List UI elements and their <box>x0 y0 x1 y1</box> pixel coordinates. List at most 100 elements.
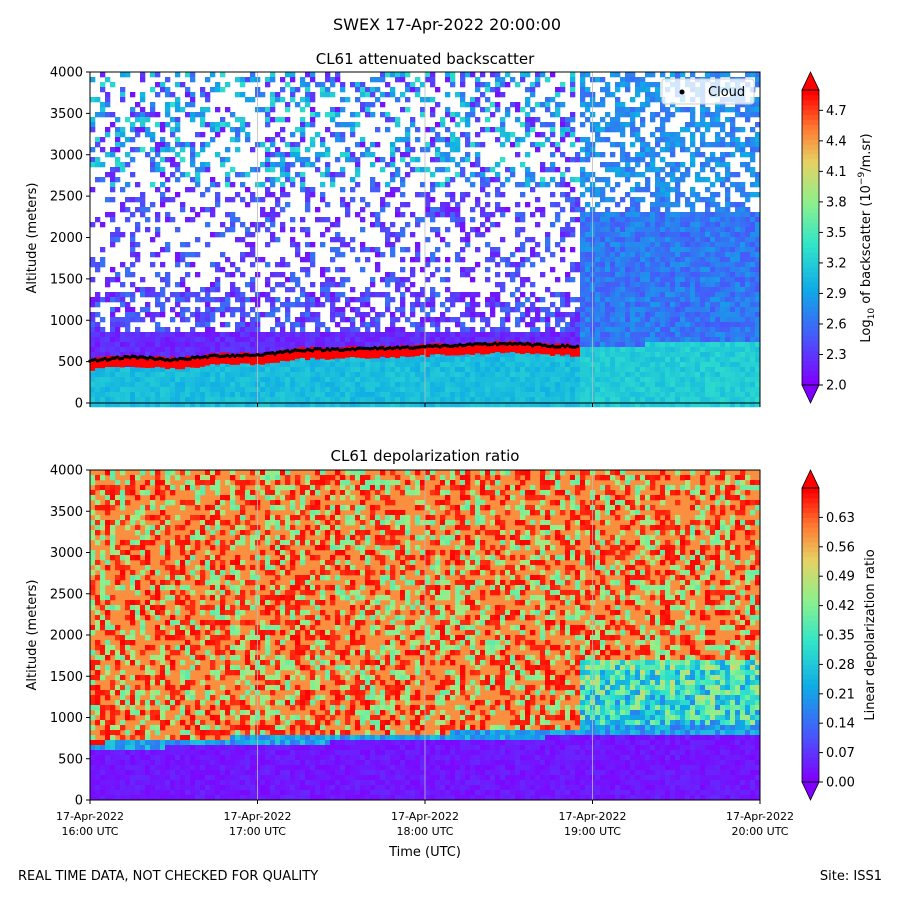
cloud-base-point <box>295 348 300 353</box>
cloud-base-point <box>400 345 405 350</box>
cloud-base-point <box>530 344 535 348</box>
legend-cloud-marker <box>679 89 685 95</box>
y-tick-label: 2500 <box>50 587 83 602</box>
depolarization-heatmap <box>90 470 761 801</box>
cloud-base-point <box>328 348 332 352</box>
cloud-base-point <box>563 345 567 349</box>
cloud-base-point <box>235 353 240 358</box>
depolarization-ylabel: Altitude (meters) <box>25 580 40 691</box>
suptitle: SWEX 17-Apr-2022 20:00:00 <box>333 15 561 34</box>
cloud-base-point <box>123 354 127 359</box>
cloud-base-point <box>205 355 210 360</box>
colorbar-tick-label: 4.7 <box>826 104 847 119</box>
cloud-base-point <box>318 346 322 351</box>
y-tick-label: 3000 <box>50 546 83 561</box>
backscatter-ylabel: Altitude (meters) <box>25 183 40 294</box>
cloud-base-point <box>265 351 270 356</box>
colorbar-extend-min <box>801 384 820 404</box>
cb-label-log: Log <box>859 319 874 342</box>
backscatter-colorbar-label: Log10 of backscatter (10−9/m.sr) <box>857 133 877 342</box>
cloud-base-point <box>408 346 412 350</box>
backscatter-heatmap <box>90 72 761 408</box>
cloud-base-point <box>163 358 167 362</box>
cloud-base-point <box>488 343 492 347</box>
cloud-base-point <box>378 346 382 350</box>
site-label: Site: ISS1 <box>819 869 882 884</box>
cloud-base-point <box>343 347 347 352</box>
y-tick-label: 1000 <box>50 314 83 329</box>
cloud-base-point <box>248 353 252 358</box>
backscatter-colorbar-gradient <box>801 71 820 404</box>
x-tick-time: 18:00 UTC <box>396 825 453 838</box>
cloud-base-point <box>345 347 350 352</box>
cloud-base-point <box>285 349 290 353</box>
cloud-base-point <box>238 353 242 358</box>
depolarization-colorbar-label: Linear depolarization ratio <box>863 549 878 720</box>
cloud-base-point <box>513 341 517 346</box>
cloud-base-point <box>333 347 337 352</box>
y-tick-label: 500 <box>58 752 83 767</box>
depolarization-colorbar: 0.00 0.07 0.14 0.21 0.28 0.35 0.42 0.49 0.56 0.63… <box>801 469 878 801</box>
colorbar-tick-label: 0.00 <box>826 776 855 791</box>
cloud-base-point <box>380 346 385 350</box>
x-tick-date: 17-Apr-2022 <box>391 810 459 823</box>
cloud-base-point <box>473 342 477 346</box>
colorbar-extend-max <box>801 71 820 91</box>
legend-box <box>661 78 755 105</box>
cloud-base-point <box>153 357 157 362</box>
cloud-base-point <box>540 343 545 348</box>
time-xlabel: Time (UTC) <box>388 845 461 860</box>
cb-label-end: /m.sr) <box>859 133 874 171</box>
depolarization-title: CL61 depolarization ratio <box>331 447 520 465</box>
x-tick-date: 17-Apr-2022 <box>223 810 291 823</box>
colorbar-tick-label: 0.56 <box>826 540 855 555</box>
cloud-base-point <box>210 353 215 358</box>
colorbar-tick-label: 4.1 <box>826 165 847 180</box>
cloud-base-point <box>138 355 142 359</box>
cloud-base-point <box>313 347 317 351</box>
cloud-base-point <box>570 345 575 349</box>
cloud-base-point <box>405 345 410 349</box>
cloud-base-point <box>185 357 190 362</box>
cloud-base-point <box>145 357 150 361</box>
y-tick-label: 4000 <box>50 464 83 479</box>
cloud-base-point <box>555 345 560 349</box>
x-tick-time: 19:00 UTC <box>564 825 621 838</box>
backscatter-colorbar: 2.0 2.3 2.6 2.9 3.2 3.5 3.8 4.1 4.4 4.7 Log10 of … <box>801 71 877 404</box>
colorbar-tick-label: 0.49 <box>826 570 855 585</box>
y-tick-label: 3500 <box>50 107 83 122</box>
cloud-base-point <box>533 342 537 347</box>
cloud-base-point <box>130 354 135 358</box>
y-tick-label: 2000 <box>50 231 83 246</box>
cloud-base-point <box>250 353 255 358</box>
cloud-legend: Cloud <box>661 78 755 105</box>
cloud-base-point <box>425 344 430 348</box>
colorbar-tick-label: 0.35 <box>826 629 855 644</box>
y-tick-label: 1500 <box>50 670 83 685</box>
cloud-base-point <box>273 352 277 356</box>
backscatter-colorbar-ticks: 2.0 2.3 2.6 2.9 3.2 3.5 3.8 4.1 4.4 4.7 <box>819 104 847 394</box>
cloud-base-point <box>325 346 330 351</box>
cloud-base-point <box>93 357 97 362</box>
cloud-base-point <box>475 342 480 346</box>
cloud-base-point <box>368 347 372 351</box>
cloud-base-point <box>128 355 132 360</box>
y-tick-label: 4000 <box>50 66 83 81</box>
cloud-base-point <box>503 342 507 346</box>
colorbar-tick-label: 2.0 <box>826 379 847 394</box>
cb-label-sup: −9 <box>857 172 867 186</box>
cloud-base-point <box>188 357 192 361</box>
cloud-base-point <box>103 356 107 361</box>
cloud-base-point <box>545 344 550 349</box>
cloud-base-point <box>575 344 580 349</box>
depolarization-x-ticks: 17-Apr-2022 16:00 UTC 17-Apr-2022 17:00 UTC… <box>56 800 794 838</box>
cloud-base-point <box>110 356 115 360</box>
cloud-base-point <box>558 345 562 349</box>
cloud-base-point <box>120 356 125 361</box>
colorbar-tick-label: 0.07 <box>826 746 855 761</box>
cloud-base-point <box>395 345 400 349</box>
cloud-base-point <box>228 354 232 359</box>
x-tick-date: 17-Apr-2022 <box>558 810 626 823</box>
colorbar-extend-max <box>801 469 820 489</box>
